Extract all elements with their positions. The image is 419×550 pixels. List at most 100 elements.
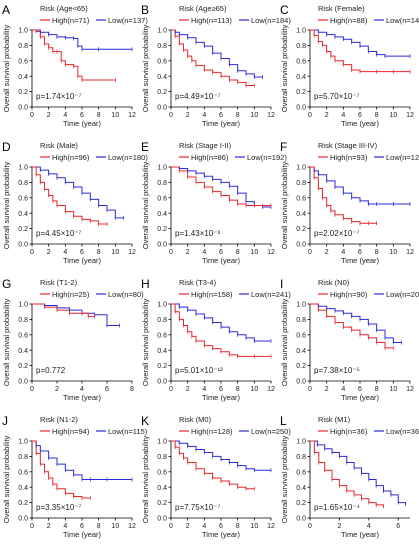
legend-title: Risk (Male) bbox=[40, 141, 78, 150]
y-tick-label: 0.8 bbox=[18, 317, 28, 324]
legend-low-label: Low(n=36) bbox=[386, 427, 419, 436]
y-tick-label: 0.2 bbox=[157, 89, 167, 96]
x-tick-label: 4 bbox=[202, 112, 206, 119]
p-value: p=7.75×10⁻⁷ bbox=[175, 503, 220, 512]
x-tick-label: 2 bbox=[47, 523, 51, 530]
x-tick-label: 4 bbox=[341, 386, 345, 393]
y-tick-label: 0.2 bbox=[18, 226, 28, 233]
curve-low-risk bbox=[32, 303, 120, 327]
x-tick-label: 6 bbox=[219, 386, 223, 393]
legend-title: Risk (Female) bbox=[318, 4, 365, 13]
p-value: p=7.38×10⁻⁵ bbox=[314, 366, 360, 375]
y-axis-label: Overall survival probability bbox=[280, 298, 289, 386]
x-tick-label: 4 bbox=[202, 249, 206, 256]
x-tick-label: 0 bbox=[30, 112, 34, 119]
x-tick-label: 6 bbox=[358, 112, 362, 119]
panel-letter: K bbox=[141, 414, 149, 428]
x-tick-label: 10 bbox=[250, 523, 258, 530]
panel-letter: E bbox=[141, 140, 149, 154]
y-tick-label: 1.0 bbox=[296, 302, 306, 309]
y-tick-label: 0.2 bbox=[296, 500, 306, 507]
panel-c: C Risk (Female) High(n=88) Low(n=141) 0.0 0.2… bbox=[280, 3, 419, 128]
y-tick-label: 1.0 bbox=[296, 439, 306, 446]
y-tick-label: 0.4 bbox=[18, 211, 28, 218]
x-tick-label: 4 bbox=[367, 523, 371, 530]
x-axis-label: Time (year) bbox=[63, 119, 102, 128]
x-tick-label: 10 bbox=[111, 523, 119, 530]
panel-h: H Risk (T3-4) High(n=158) Low(n=241) 0.0 0.2 0… bbox=[141, 277, 291, 402]
x-tick-label: 8 bbox=[130, 386, 134, 393]
curve-high-risk bbox=[171, 29, 255, 86]
x-tick-label: 8 bbox=[236, 386, 240, 393]
y-tick-label: 0.2 bbox=[18, 500, 28, 507]
legend-low-label: Low(n=205) bbox=[386, 290, 419, 299]
y-tick-label: 0.6 bbox=[296, 469, 306, 476]
x-tick-label: 10 bbox=[250, 249, 258, 256]
y-tick-label: 0.8 bbox=[157, 317, 167, 324]
y-tick-label: 1.0 bbox=[296, 165, 306, 172]
y-axis-label: Overall survival probability bbox=[2, 435, 11, 523]
p-value: p=5.70×10⁻⁷ bbox=[314, 92, 359, 101]
x-tick-label: 8 bbox=[375, 386, 379, 393]
x-axis-label: Time (year) bbox=[341, 256, 380, 265]
curve-high-risk bbox=[171, 166, 271, 206]
y-tick-label: 0.8 bbox=[18, 454, 28, 461]
y-tick-label: 0.0 bbox=[296, 105, 306, 112]
y-tick-label: 0.2 bbox=[157, 363, 167, 370]
y-tick-label: 0.6 bbox=[18, 58, 28, 65]
panel-letter: D bbox=[2, 140, 11, 154]
x-axis-label: Time (year) bbox=[202, 393, 241, 402]
x-tick-label: 10 bbox=[389, 112, 397, 119]
legend-low-label: Low(n=241) bbox=[251, 290, 291, 299]
x-tick-label: 12 bbox=[406, 112, 414, 119]
y-tick-label: 0.6 bbox=[296, 332, 306, 339]
x-tick-label: 2 bbox=[325, 112, 329, 119]
x-tick-label: 2 bbox=[325, 249, 329, 256]
x-tick-label: 12 bbox=[267, 112, 275, 119]
legend-high-label: High(n=158) bbox=[191, 290, 233, 299]
x-tick-label: 0 bbox=[169, 386, 173, 393]
x-tick-label: 0 bbox=[169, 112, 173, 119]
x-tick-label: 4 bbox=[63, 249, 67, 256]
curve-low-risk bbox=[32, 166, 124, 219]
panel-letter: H bbox=[141, 277, 150, 291]
x-tick-label: 0 bbox=[308, 523, 312, 530]
y-tick-label: 0.6 bbox=[296, 195, 306, 202]
legend-low-label: Low(n=184) bbox=[251, 16, 291, 25]
y-axis-label: Overall survival probability bbox=[2, 298, 11, 386]
x-tick-label: 10 bbox=[389, 386, 397, 393]
y-tick-label: 0.8 bbox=[157, 454, 167, 461]
legend-title: Risk (M0) bbox=[179, 415, 212, 424]
legend-title: Risk (Age<65) bbox=[40, 4, 88, 13]
y-tick-label: 0.0 bbox=[18, 105, 28, 112]
x-tick-label: 12 bbox=[406, 386, 414, 393]
panel-b: B Risk (Age≥65) High(n=113) Low(n=184) 0.0 0.… bbox=[141, 3, 291, 128]
x-tick-label: 8 bbox=[236, 249, 240, 256]
legend-high-label: High(n=25) bbox=[52, 290, 90, 299]
x-tick-label: 4 bbox=[341, 249, 345, 256]
legend-title: Risk (N0) bbox=[318, 278, 350, 287]
legend-low-label: Low(n=80) bbox=[108, 290, 144, 299]
x-tick-label: 4 bbox=[80, 386, 84, 393]
x-tick-label: 12 bbox=[128, 249, 136, 256]
panel-j: J Risk (N1-2) High(n=94) Low(n=115) 0.0 0.2 0.… bbox=[2, 414, 148, 539]
x-axis-label: Time (year) bbox=[341, 119, 380, 128]
y-axis-label: Overall survival probability bbox=[280, 24, 289, 112]
x-tick-label: 10 bbox=[250, 386, 258, 393]
y-tick-label: 0.6 bbox=[18, 332, 28, 339]
y-axis-label: Overall survival probability bbox=[2, 161, 11, 249]
curve-low-risk bbox=[171, 440, 271, 471]
y-tick-label: 0.8 bbox=[296, 180, 306, 187]
x-tick-label: 6 bbox=[105, 386, 109, 393]
x-tick-label: 2 bbox=[337, 523, 341, 530]
x-tick-label: 12 bbox=[267, 249, 275, 256]
panel-letter: I bbox=[280, 277, 283, 291]
x-tick-label: 6 bbox=[219, 249, 223, 256]
legend-high-label: High(n=113) bbox=[191, 16, 232, 25]
legend-low-label: Low(n=120) bbox=[386, 153, 419, 162]
p-value: p=2.02×10⁻⁷ bbox=[314, 229, 359, 238]
curve-high-risk bbox=[310, 303, 394, 349]
panel-letter: A bbox=[2, 3, 10, 17]
x-tick-label: 4 bbox=[63, 112, 67, 119]
x-tick-label: 12 bbox=[406, 249, 414, 256]
